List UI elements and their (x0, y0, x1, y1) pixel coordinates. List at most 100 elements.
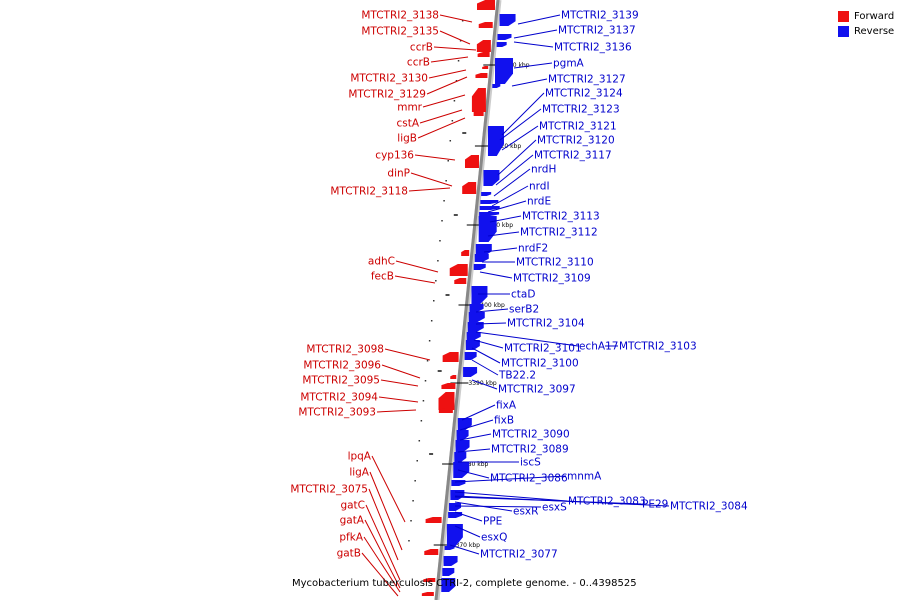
gene-label: MTCTRI2_3139 (561, 10, 639, 22)
label-leader-lines (361, 14, 670, 597)
leader-line (491, 185, 529, 207)
forward-gene (477, 0, 495, 10)
minor-dot (435, 280, 437, 282)
minor-dot (445, 180, 447, 182)
legend-label-forward: Forward (854, 11, 895, 22)
forward-gene (423, 578, 436, 582)
forward-gene (421, 592, 434, 596)
gene-label: MTCTRI2_3136 (554, 42, 632, 54)
leader-line (459, 433, 492, 441)
gene-label: MTCTRI2_3093 (298, 407, 376, 419)
gene-label: MTCTRI2_3135 (361, 26, 439, 38)
gene-label: ctaD (511, 289, 535, 301)
leader-line (483, 247, 518, 253)
reverse-gene (497, 34, 512, 40)
leader-line (454, 475, 567, 483)
gene-label: fecB (371, 271, 394, 283)
gene-label: MTCTRI2_3090 (492, 429, 570, 441)
leader-line (381, 364, 421, 379)
reverse-gene (456, 430, 469, 440)
leader-line (487, 200, 527, 213)
reverse-gene (466, 332, 481, 340)
gene-label: gatB (337, 548, 361, 560)
leader-line (513, 41, 554, 48)
gene-label: ccrB (410, 42, 433, 54)
minor-dot (422, 400, 425, 402)
minor-dot (420, 420, 423, 422)
leader-line (371, 455, 406, 523)
gene-label: MTCTRI2_3086 (490, 473, 568, 485)
reverse-gene (481, 192, 492, 196)
reverse-gene (467, 322, 484, 332)
leader-line (511, 78, 548, 87)
gene-label: MTCTRI2_3112 (520, 227, 598, 239)
gene-label: MTCTRI2_3094 (300, 392, 378, 404)
minor-dot (455, 80, 458, 82)
leader-line (457, 469, 490, 479)
gene-label: MTCTRI2_3075 (290, 484, 368, 496)
gene-label: dinP (387, 168, 410, 180)
leader-line (426, 76, 468, 95)
leader-line (449, 544, 480, 555)
minor-dot (416, 460, 418, 462)
forward-gene (424, 549, 439, 555)
gene-label: MTCTRI2_3098 (306, 344, 384, 356)
scale-tick-label: 3400 kbp (476, 302, 504, 309)
gene-label: lpqA (348, 451, 372, 463)
minor-dot (461, 20, 464, 22)
gene-label: MTCTRI2_3077 (480, 549, 558, 561)
leader-line (497, 139, 537, 176)
gene-label: MTCTRI2_3124 (545, 88, 623, 100)
gene-label: adhC (368, 256, 395, 268)
leader-line (439, 30, 471, 45)
leader-line (501, 92, 545, 136)
gene-label: MTCTRI2_3083 (568, 496, 646, 508)
gene-label: cstA (396, 118, 419, 130)
gene-label: nrdE (527, 196, 551, 208)
leader-line (414, 154, 456, 161)
gene-label: ligA (349, 467, 369, 479)
forward-gene (454, 278, 467, 284)
leader-line (517, 14, 561, 25)
gene-label: MTCTRI2_3138 (361, 10, 439, 22)
leader-line (454, 505, 542, 508)
forward-gene (475, 73, 488, 78)
gene-label: MTCTRI2_3127 (548, 74, 626, 86)
leader-line (457, 448, 491, 453)
leader-line (428, 69, 467, 79)
gene-label: mnmA (567, 471, 602, 483)
minor-dot (447, 160, 449, 162)
forward-gene (471, 88, 486, 112)
minor-dot (430, 320, 433, 322)
forward-gene (464, 155, 479, 168)
reverse-gene (471, 286, 488, 304)
gene-label: serB2 (509, 304, 539, 316)
reverse-gene (453, 462, 470, 478)
minor-dot (439, 240, 441, 242)
reverse-gene (443, 556, 458, 566)
reverse-gene (465, 340, 480, 350)
forward-gene (461, 250, 470, 256)
scale-tick-label: 3410 kbp (485, 222, 513, 229)
reverse-gene (479, 206, 500, 210)
gene-label: ligB (397, 133, 417, 145)
gene-label: mmr (397, 102, 422, 114)
leader-line (475, 308, 509, 313)
reverse-gene (474, 254, 489, 262)
forward-gene (478, 22, 493, 28)
reverse-gene (496, 42, 507, 47)
leader-line (419, 109, 463, 124)
reverse-gene (444, 546, 455, 550)
leader-line (501, 125, 539, 151)
leader-line (364, 519, 401, 589)
reverse-gene (446, 524, 463, 546)
leader-line (363, 536, 401, 593)
minor-dot (437, 260, 439, 262)
leader-line (513, 62, 553, 69)
gene-label: TB22.2 (498, 370, 536, 382)
gene-label: MTCTRI2_3113 (522, 211, 600, 223)
reverse-gene (450, 490, 465, 500)
legend-item-reverse: Reverse (838, 24, 894, 39)
gene-label: fixA (496, 400, 517, 412)
minor-dot (457, 60, 460, 62)
